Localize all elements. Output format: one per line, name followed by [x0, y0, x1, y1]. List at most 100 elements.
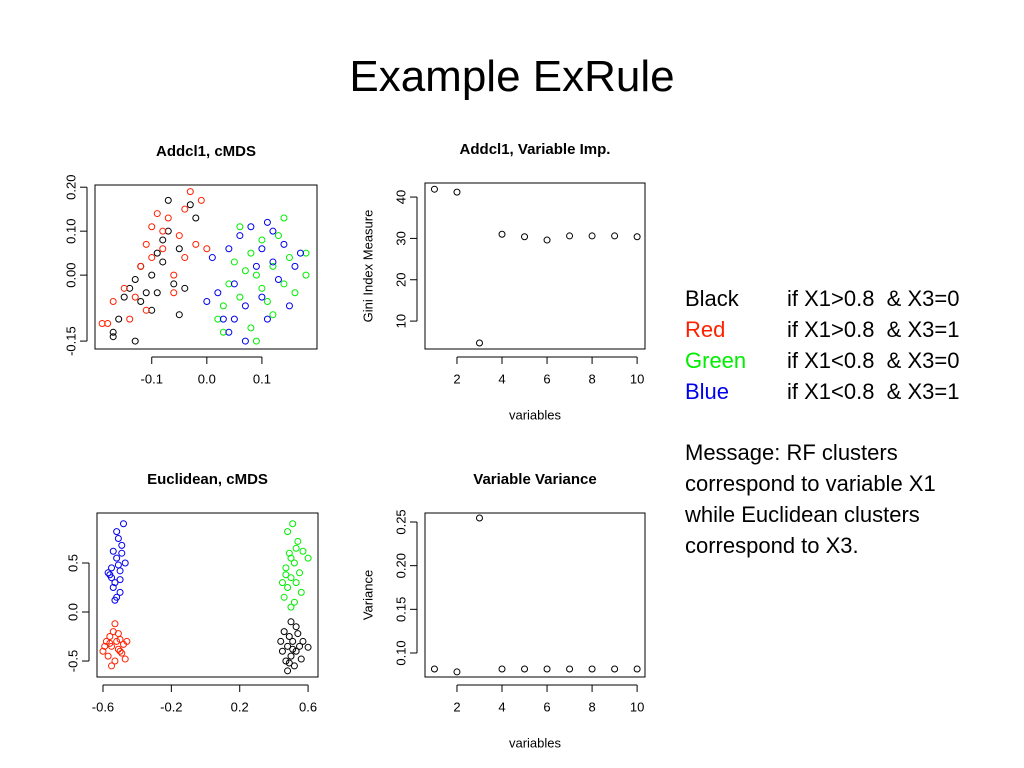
point	[566, 665, 574, 673]
message-line: Message: RF clusters	[685, 440, 898, 465]
point	[297, 655, 305, 663]
point	[269, 258, 277, 266]
point	[118, 549, 126, 557]
y-tick-label: -0.15	[63, 326, 78, 356]
x-tick-label: 0.0	[198, 371, 216, 386]
point	[109, 584, 117, 592]
point	[284, 667, 292, 675]
point	[159, 258, 167, 266]
point	[475, 514, 483, 522]
point	[294, 537, 302, 545]
point	[106, 633, 114, 641]
rule-name: Blue	[685, 379, 730, 404]
point	[219, 302, 227, 310]
slide-title: Example ExRule	[349, 52, 675, 101]
x-tick-label: 0.6	[299, 699, 317, 714]
y-axis-label: Variance	[360, 570, 375, 620]
point	[119, 520, 127, 528]
point	[241, 267, 249, 275]
point	[296, 569, 304, 577]
point	[284, 642, 292, 650]
chart-title: Euclidean, cMDS	[147, 471, 268, 488]
point	[289, 637, 297, 645]
point	[299, 637, 307, 645]
point	[126, 315, 134, 323]
point	[181, 254, 189, 262]
point	[247, 223, 255, 231]
point	[148, 271, 156, 279]
chart-title: Addcl1, cMDS	[156, 143, 256, 160]
point	[285, 659, 293, 667]
point	[118, 649, 126, 657]
point	[175, 232, 183, 240]
point	[203, 245, 211, 253]
point	[219, 315, 227, 323]
rule: Blue if X1<0.8 & X3=1	[685, 376, 959, 407]
point	[113, 637, 121, 645]
y-tick-label: 0.15	[393, 597, 408, 622]
point	[290, 559, 298, 567]
point	[588, 665, 596, 673]
y-tick-label: 30	[393, 231, 408, 245]
point	[113, 554, 121, 562]
point	[633, 665, 641, 673]
point	[287, 603, 295, 611]
point	[236, 223, 244, 231]
point	[280, 280, 288, 288]
point	[284, 528, 292, 536]
point	[269, 311, 277, 319]
x-tick-label: 10	[630, 371, 644, 386]
point	[278, 579, 286, 587]
point	[247, 249, 255, 257]
point	[225, 328, 233, 336]
x-tick-label: 10	[630, 699, 644, 714]
x-tick-label: 8	[588, 699, 595, 714]
point	[285, 549, 293, 557]
plot-frame	[94, 184, 318, 350]
point	[287, 618, 295, 626]
x-tick-label: 2	[453, 371, 460, 386]
point	[170, 289, 178, 297]
point	[121, 655, 129, 663]
point	[263, 298, 271, 306]
point	[114, 534, 122, 542]
point	[292, 623, 300, 631]
plot-frame	[424, 512, 646, 678]
rule-name: Red	[685, 317, 726, 342]
point	[104, 652, 112, 660]
x-tick-label: 8	[588, 371, 595, 386]
point	[104, 569, 112, 577]
chart-title: Addcl1, Variable Imp.	[460, 141, 611, 158]
point	[475, 339, 483, 347]
point	[120, 293, 128, 301]
point	[304, 643, 312, 651]
point	[116, 576, 124, 584]
point	[263, 218, 271, 226]
rule-condition: if X1>0.8 & X3=0	[787, 286, 960, 311]
point	[113, 593, 121, 601]
y-axis-label: Gini Index Measure	[360, 210, 375, 323]
point	[543, 236, 551, 244]
point	[611, 665, 619, 673]
point	[302, 271, 310, 279]
message-line: correspond to X3.	[685, 533, 859, 558]
y-tick-label: 0.20	[63, 175, 78, 200]
rule-name: Green	[685, 348, 747, 373]
message-line: correspond to variable X1	[685, 471, 936, 496]
point	[294, 630, 302, 638]
y-tick-label: 0.25	[393, 509, 408, 534]
rule-condition: if X1<0.8 & X3=0	[787, 348, 960, 373]
point	[153, 289, 161, 297]
point	[269, 227, 277, 235]
point	[159, 236, 167, 244]
point	[280, 240, 288, 248]
point	[131, 276, 139, 284]
point	[186, 201, 194, 209]
point	[285, 302, 293, 310]
point	[611, 232, 619, 240]
point	[208, 254, 216, 262]
point	[543, 665, 551, 673]
point	[108, 574, 116, 582]
point	[123, 637, 131, 645]
point	[192, 214, 200, 222]
